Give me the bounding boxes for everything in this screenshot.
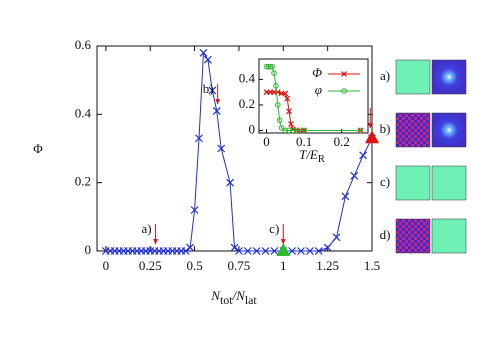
- marker: [305, 247, 314, 255]
- marker: [301, 127, 307, 134]
- x-tick-label: 0.5: [186, 258, 202, 273]
- legend-label: φ: [315, 82, 322, 97]
- marker: [261, 247, 270, 255]
- marker: [269, 63, 275, 70]
- panel-label: b): [380, 121, 391, 136]
- annotation-arrowhead: [280, 239, 286, 245]
- marker: [267, 63, 274, 70]
- annotation-arrowhead: [367, 123, 373, 128]
- annotation: b): [203, 81, 214, 96]
- marker: [212, 106, 221, 115]
- panel-image: [431, 112, 467, 148]
- x-tick-label: 1: [280, 258, 287, 273]
- marker: [181, 247, 190, 255]
- panel-image: [431, 165, 467, 201]
- label-part: T/E: [299, 147, 318, 162]
- marker: [243, 247, 252, 255]
- y-tick-label: 0.2: [75, 174, 91, 189]
- y-tick-label: 0: [85, 242, 92, 257]
- marker: [297, 247, 305, 255]
- marker: [208, 86, 217, 95]
- marker: [288, 247, 297, 255]
- marker: [293, 127, 300, 134]
- marker: [357, 127, 364, 134]
- annotation-arrowhead: [153, 239, 159, 245]
- axis-label: Ntot/Nlat: [210, 288, 257, 307]
- marker: [270, 247, 279, 255]
- marker: [195, 134, 203, 143]
- inset-y-tick-label: 0.2: [239, 96, 255, 111]
- marker: [290, 127, 296, 134]
- label-part: N: [210, 288, 221, 303]
- panel-label: c): [380, 174, 390, 189]
- marker: [274, 102, 281, 108]
- marker: [314, 247, 323, 255]
- marker: [323, 243, 332, 252]
- annotation: c): [269, 221, 279, 236]
- x-tick-label: 0: [103, 258, 110, 273]
- label-part: /N: [232, 288, 247, 303]
- inset-y-tick-label: 0.4: [239, 70, 256, 85]
- marker: [332, 233, 341, 242]
- y-axis-label: Φ: [33, 141, 43, 156]
- marker: [203, 55, 212, 64]
- panel-image: [431, 59, 467, 95]
- x-tick-label: 1.5: [364, 258, 380, 273]
- inset-y-tick-label: 0: [249, 121, 256, 136]
- inset-frame: [258, 58, 369, 134]
- marker: [359, 151, 368, 160]
- marker: [278, 125, 285, 131]
- label-subscript: R: [318, 154, 325, 165]
- highlight-marker: [276, 243, 291, 256]
- panel-image: [395, 112, 431, 148]
- marker: [235, 247, 243, 255]
- marker: [282, 90, 289, 97]
- panel-image: [395, 59, 431, 95]
- marker: [284, 95, 291, 102]
- marker: [341, 71, 347, 77]
- inset-x-tick-label: 0.1: [296, 134, 312, 149]
- label-subscript: tot: [220, 293, 233, 307]
- marker: [265, 63, 272, 70]
- panel-label: d): [380, 227, 391, 242]
- x-tick-label: 1.25: [316, 258, 339, 273]
- x-tick-label: 0.25: [139, 258, 162, 273]
- panel-image: [395, 218, 431, 254]
- legend-label: Φ: [312, 65, 322, 80]
- marker: [263, 63, 270, 70]
- y-tick-label: 0.6: [75, 37, 92, 52]
- label-subscript: lat: [245, 293, 258, 307]
- marker: [350, 171, 359, 180]
- marker: [217, 144, 226, 153]
- marker: [190, 206, 199, 214]
- annotation-arrowhead: [215, 99, 221, 105]
- highlight-marker: [365, 130, 379, 144]
- legend-marker: [341, 88, 347, 94]
- inset-x-tick-label: 0.2: [334, 134, 350, 149]
- inset-x-tick-label: 0: [263, 134, 270, 149]
- panel-image: [395, 165, 431, 201]
- marker: [271, 70, 277, 76]
- marker: [273, 82, 279, 89]
- panel-label: a): [380, 68, 390, 83]
- marker: [199, 48, 208, 57]
- marker: [276, 117, 283, 124]
- axis-label: T/ER: [299, 147, 325, 165]
- marker: [341, 192, 350, 201]
- annotation: a): [141, 221, 151, 236]
- marker: [230, 243, 239, 252]
- panel-image: [431, 218, 467, 254]
- marker: [286, 127, 292, 134]
- marker: [288, 121, 294, 127]
- marker: [252, 247, 261, 255]
- y-tick-label: 0.4: [75, 105, 92, 120]
- marker: [286, 108, 292, 115]
- marker: [186, 243, 195, 252]
- marker: [282, 127, 289, 134]
- x-tick-label: 0.75: [228, 258, 251, 273]
- marker: [226, 178, 234, 187]
- plot-frame: [96, 45, 373, 252]
